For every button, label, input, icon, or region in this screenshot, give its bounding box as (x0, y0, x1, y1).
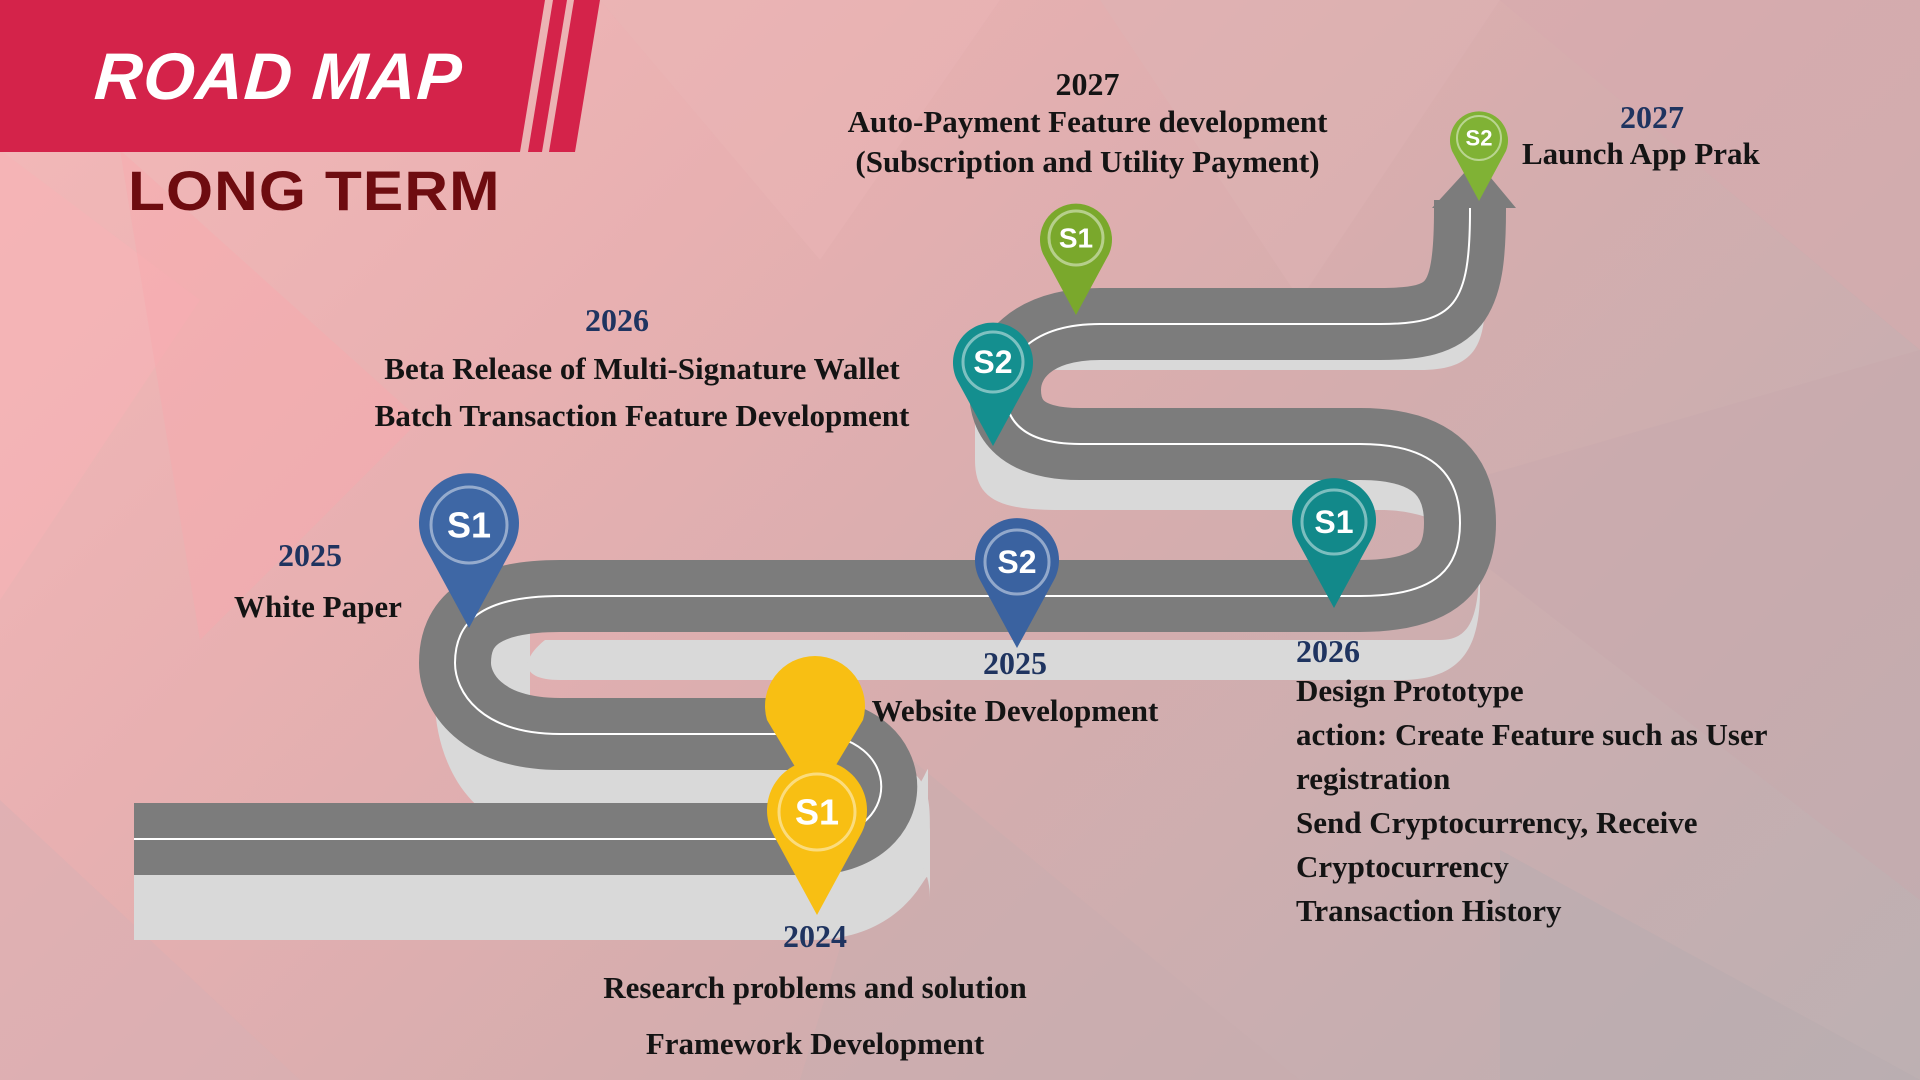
milestone-year: 2025 (278, 537, 342, 573)
milestone-2025-white-paper: 2025 White Paper (234, 537, 434, 629)
milestone-line: Launch App Prak (1522, 136, 1760, 171)
milestone-year: 2027 (1055, 66, 1120, 102)
pin-7-label: S2 (1466, 126, 1493, 151)
milestone-line: Transaction History (1296, 893, 1562, 928)
pin-5-label: S2 (973, 344, 1012, 380)
pin-2: S1 (419, 473, 519, 628)
pin-4-label: S1 (1314, 504, 1353, 540)
pin-2-label: S1 (447, 505, 491, 546)
pin-6-label: S1 (1059, 223, 1093, 254)
milestone-line: action: Create Feature such as User (1296, 717, 1768, 752)
milestone-line: Research problems and solution (603, 970, 1027, 1005)
milestone-2026-beta: 2026 Beta Release of Multi-Signature Wal… (342, 302, 942, 440)
road-surface (134, 200, 1506, 875)
pin-1-shape (767, 760, 867, 915)
milestone-year: 2025 (983, 645, 1047, 681)
milestone-2027-auto-payment: 2027 Auto-Payment Feature development (S… (800, 66, 1375, 182)
milestone-line: Send Cryptocurrency, Receive (1296, 805, 1698, 840)
milestone-line: White Paper (234, 589, 402, 624)
pin-7: S2 (1450, 111, 1508, 201)
pin-3: S2 (975, 518, 1059, 648)
milestone-2024: 2024 Research problems and solution Fram… (560, 918, 1070, 1066)
milestone-line: Batch Transaction Feature Development (374, 398, 910, 433)
title-banner (0, 0, 600, 152)
pin-6: S1 (1040, 203, 1112, 315)
milestone-year: 2024 (783, 918, 847, 954)
milestone-year: 2026 (585, 302, 649, 338)
milestone-line: (Subscription and Utility Payment) (855, 144, 1320, 179)
milestone-year: 2027 (1620, 99, 1684, 135)
milestone-line: Cryptocurrency (1296, 849, 1509, 884)
milestone-line: Beta Release of Multi-Signature Wallet (384, 351, 900, 386)
pin-4: S1 (1292, 478, 1376, 608)
milestone-line: registration (1296, 761, 1451, 796)
milestone-line: Auto-Payment Feature development (847, 104, 1328, 139)
pin-1-label: S1 (795, 792, 839, 833)
milestone-year: 2026 (1296, 633, 1360, 669)
pin-5: S2 (953, 322, 1033, 446)
milestone-2027-launch: 2027 Launch App Prak (1522, 99, 1822, 173)
pin-2024-s1 (765, 656, 865, 800)
milestone-line: Design Prototype (1296, 673, 1524, 708)
milestone-2026-design: 2026 Design Prototype action: Create Fea… (1296, 633, 1856, 933)
pin-1: S1 (767, 760, 867, 915)
milestone-line: Website Development (871, 693, 1159, 728)
milestone-line: Framework Development (645, 1026, 985, 1061)
page-subtitle: LONG TERM (128, 159, 501, 222)
milestone-2025-website: 2025 Website Development (855, 645, 1175, 733)
pin-3-label: S2 (997, 544, 1036, 580)
